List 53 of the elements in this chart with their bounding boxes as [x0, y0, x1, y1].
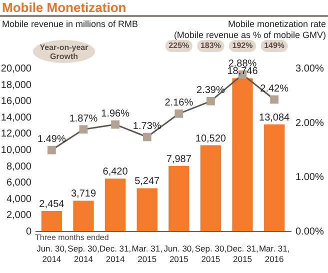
x-tick-label: Jun. 30, 2014: [36, 244, 67, 264]
bar: [104, 178, 126, 231]
data-label: 5,247: [134, 176, 160, 188]
x-tick-label: Dec. 31, 2014: [99, 244, 132, 264]
y-tick-label: 10,000: [0, 145, 32, 156]
x-tick-label: Mar. 31, 2015: [132, 244, 162, 264]
text: 149%: [264, 41, 285, 50]
y2-tick-label: 3.00%: [296, 64, 324, 74]
y-tick-label: 20,000: [0, 64, 32, 74]
data-label: 3,719: [70, 188, 96, 200]
data-label: 7,987: [166, 154, 192, 165]
y-tick-label: 16,000: [0, 96, 32, 108]
data-label: 1.73%: [132, 121, 162, 132]
y-axis-title: Mobile revenue in millions of RMB: [2, 19, 138, 29]
data-label: 2.42%: [260, 84, 289, 95]
bar: [168, 166, 190, 231]
y-tick-label: 2,000: [6, 210, 32, 222]
bar: [200, 145, 222, 231]
data-label: 1.87%: [69, 113, 98, 124]
bar: [232, 78, 253, 231]
y-tick-label: 14,000: [0, 112, 32, 124]
data-label: 1.96%: [101, 108, 130, 120]
y-tick-label: 4,000: [6, 194, 32, 205]
bar: [73, 200, 94, 231]
data-label: 6,420: [102, 166, 128, 178]
bar: [136, 188, 158, 231]
text: 183%: [200, 41, 221, 50]
bar: [41, 211, 62, 231]
y2-tick-label: 2.00%: [296, 118, 324, 129]
data-label: 2.16%: [164, 98, 194, 109]
y-tick-label: 8,000: [6, 161, 32, 172]
text: Year-on-year Growth: [33, 40, 95, 63]
y-tick-label: 12,000: [0, 128, 32, 140]
text: 192%: [232, 41, 253, 50]
x-tick-label: Dec. 31, 2015: [226, 244, 258, 264]
bar: [264, 124, 285, 231]
x-tick-label: Sep. 30, 2015: [194, 244, 227, 264]
text: Three months ended: [35, 233, 109, 242]
y2-axis-title: Mobile monetization rate (Mobile revenue as % of mobile GMV): [174, 19, 326, 41]
x-tick-label: Jun. 30, 2015: [164, 244, 194, 264]
chart-title: Mobile Monetization: [2, 0, 126, 15]
y-tick-label: 0: [26, 226, 32, 238]
y2-tick-label: 1.00%: [296, 172, 324, 184]
text: 225%: [168, 41, 190, 50]
y-tick-label: 18,000: [0, 80, 32, 91]
x-tick-label: Sep. 30, 2014: [68, 244, 100, 264]
data-label: 10,520: [195, 133, 226, 144]
data-label: 1.49%: [38, 134, 66, 146]
y2-tick-label: 0.00%: [296, 226, 324, 238]
x-tick-label: Mar. 31, 2016: [258, 244, 290, 264]
data-label: 13,084: [259, 112, 290, 124]
data-label: 2,454: [39, 199, 65, 210]
y-tick-label: 6,000: [6, 178, 32, 189]
